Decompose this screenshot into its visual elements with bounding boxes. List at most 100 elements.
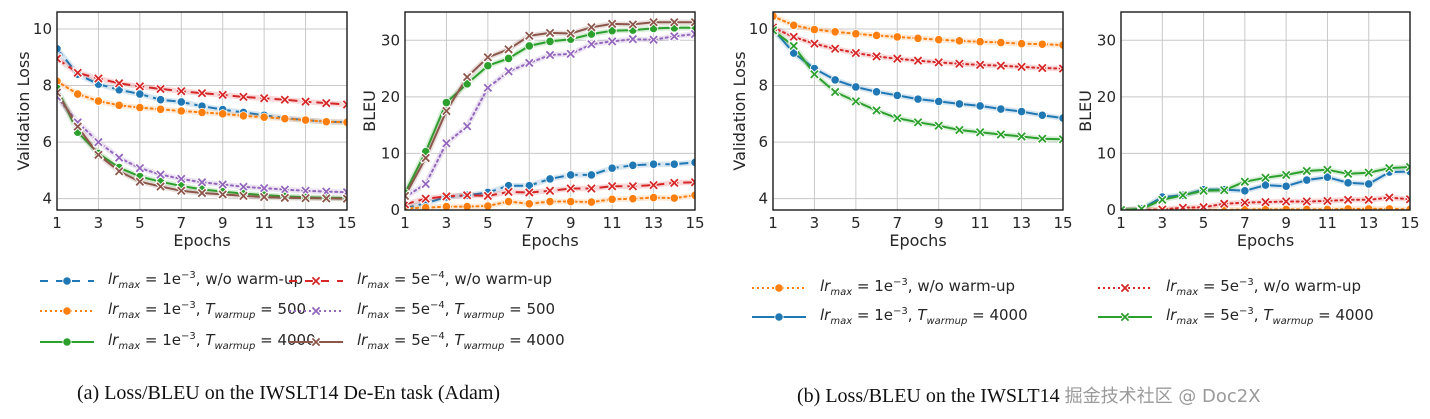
data-point bbox=[238, 91, 249, 103]
legend-label: lrmax = 1e−3, Twarmup = 4000 bbox=[108, 331, 316, 352]
data-point bbox=[524, 181, 534, 191]
legend-entry: lrmax = 5e−4, w/o warm-up bbox=[287, 270, 552, 291]
data-point bbox=[259, 112, 269, 122]
data-point bbox=[1036, 62, 1048, 74]
data-point bbox=[1343, 204, 1353, 210]
data-point bbox=[1404, 193, 1410, 205]
data-point bbox=[627, 19, 639, 30]
legend-label: lrmax = 5e−4, Twarmup = 4000 bbox=[357, 331, 565, 352]
data-point bbox=[913, 94, 923, 104]
y-tick-label: 4 bbox=[758, 190, 768, 208]
x-axis-label: Epochs bbox=[521, 231, 578, 250]
data-point bbox=[420, 152, 432, 164]
data-point bbox=[441, 202, 452, 210]
data-point bbox=[300, 96, 311, 108]
data-point bbox=[871, 87, 882, 97]
legend-entry: lrmax = 1e−3, w/o warm-up bbox=[750, 277, 1015, 298]
data-point bbox=[279, 184, 291, 196]
data-point bbox=[933, 120, 945, 132]
data-point bbox=[1156, 194, 1168, 206]
data-point bbox=[1016, 106, 1027, 117]
data-point bbox=[1301, 165, 1313, 177]
data-point bbox=[503, 66, 514, 77]
caption-b-text: (b) Loss/BLEU on the IWSLT14 bbox=[797, 385, 1065, 407]
data-point bbox=[586, 29, 597, 39]
data-point bbox=[648, 16, 659, 28]
x-tick-label: 5 bbox=[483, 214, 493, 232]
y-tick-label: 4 bbox=[42, 190, 52, 208]
data-point bbox=[483, 61, 493, 71]
x-tick-label: 1 bbox=[52, 214, 62, 232]
data-point bbox=[566, 196, 576, 207]
data-point bbox=[1057, 63, 1063, 74]
y-tick-label: 30 bbox=[1097, 31, 1116, 49]
x-tick-label: 11 bbox=[603, 214, 622, 232]
y-axis-label: Validation Loss bbox=[14, 51, 33, 170]
legend-entry: lrmax = 5e−4, Twarmup = 4000 bbox=[287, 331, 565, 352]
data-point bbox=[607, 26, 617, 36]
x-tick-label: 1 bbox=[1116, 214, 1126, 232]
data-point bbox=[1383, 192, 1395, 203]
data-point bbox=[320, 193, 332, 204]
y-axis-label: BLEU bbox=[1076, 90, 1095, 132]
x-tick-label: 9 bbox=[218, 214, 228, 232]
data-point bbox=[1384, 204, 1394, 210]
data-point bbox=[441, 105, 452, 117]
data-point bbox=[405, 198, 411, 210]
legend-handle bbox=[289, 336, 343, 347]
data-point bbox=[57, 53, 63, 65]
x-marker-icon bbox=[310, 275, 322, 286]
data-point bbox=[258, 191, 270, 203]
data-point bbox=[912, 116, 924, 128]
data-point bbox=[300, 185, 311, 197]
data-point bbox=[57, 87, 63, 99]
data-point bbox=[482, 190, 494, 202]
data-point bbox=[566, 170, 576, 180]
data-point bbox=[217, 89, 229, 101]
data-point bbox=[871, 105, 882, 116]
y-tick-label: 8 bbox=[42, 77, 52, 95]
data-point bbox=[830, 27, 840, 37]
data-point bbox=[1218, 184, 1230, 196]
legend-label: lrmax = 5e−4, Twarmup = 500 bbox=[357, 300, 556, 321]
legend-entry: lrmax = 1e−3, Twarmup = 500 bbox=[38, 300, 306, 321]
data-point bbox=[689, 176, 695, 188]
data-point bbox=[669, 159, 679, 169]
data-point bbox=[773, 12, 778, 21]
data-point bbox=[1136, 203, 1148, 210]
data-point bbox=[545, 36, 555, 47]
x-tick-label: 13 bbox=[296, 214, 315, 232]
data-point bbox=[197, 107, 207, 118]
legend-handle bbox=[40, 336, 94, 347]
series-group bbox=[57, 44, 347, 205]
data-point bbox=[113, 77, 125, 89]
watermark: 掘金技术社区 @ Doc2X bbox=[1064, 386, 1261, 407]
data-point bbox=[134, 80, 146, 92]
data-point bbox=[462, 202, 472, 210]
x-axis-label: Epochs bbox=[173, 231, 230, 250]
data-point bbox=[523, 187, 535, 198]
data-point bbox=[1342, 194, 1354, 206]
data-point bbox=[57, 44, 62, 54]
data-point bbox=[176, 97, 186, 107]
data-point bbox=[545, 174, 555, 184]
data-point bbox=[93, 149, 104, 161]
y-tick-label: 6 bbox=[758, 133, 768, 151]
data-point bbox=[1322, 195, 1333, 207]
legend-handle bbox=[752, 282, 806, 293]
data-point bbox=[113, 165, 125, 177]
caption-a: (a) Loss/BLEU on the IWSLT14 De-En task … bbox=[77, 382, 501, 404]
data-point bbox=[1177, 189, 1189, 201]
data-point bbox=[809, 38, 820, 50]
x-tick-label: 11 bbox=[255, 214, 274, 232]
y-tick-label: 20 bbox=[381, 88, 400, 106]
data-point bbox=[73, 89, 83, 99]
data-point bbox=[975, 37, 985, 47]
caption-b: (b) Loss/BLEU on the IWSLT14 掘金技术社区 @ Do… bbox=[797, 382, 1261, 408]
data-point bbox=[995, 60, 1007, 72]
legend-entry: lrmax = 5e−4, Twarmup = 500 bbox=[287, 300, 555, 321]
data-point bbox=[1198, 185, 1209, 197]
data-point bbox=[606, 180, 618, 192]
